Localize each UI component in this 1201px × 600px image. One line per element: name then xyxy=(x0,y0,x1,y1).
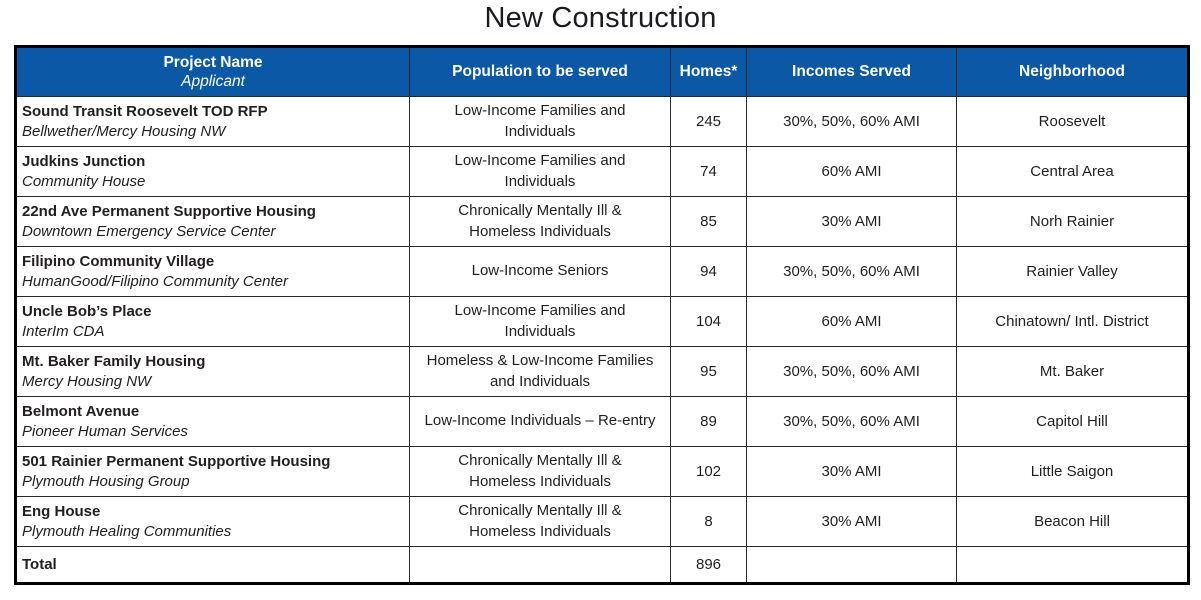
population-cell: Low-Income Families and Individuals xyxy=(409,96,671,147)
project-cell: Uncle Bob’s Place InterIm CDA xyxy=(15,296,410,347)
table-row: Judkins Junction Community House Low-Incom… xyxy=(15,146,1189,197)
project-name: Eng House xyxy=(22,503,101,520)
project-cell: Mt. Baker Family Housing Mercy Housing NW xyxy=(15,346,410,397)
population-cell: Low-Income Seniors xyxy=(409,246,671,297)
incomes-cell: 60% AMI xyxy=(746,146,957,197)
incomes-cell: 30%, 50%, 60% AMI xyxy=(746,96,957,147)
new-construction-table: Project Name Applicant Population to be … xyxy=(14,45,1190,585)
project-cell: Sound Transit Roosevelt TOD RFP Bellwethe… xyxy=(15,96,410,147)
neighborhood-cell: Mt. Baker xyxy=(956,346,1189,397)
table-body: Sound Transit Roosevelt TOD RFP Bellwethe… xyxy=(15,96,1189,547)
project-name: Judkins Junction xyxy=(22,153,146,170)
header-applicant-label: Applicant xyxy=(181,72,245,90)
project-name: Belmont Avenue xyxy=(22,403,140,420)
applicant-name: Community House xyxy=(22,172,146,190)
homes-cell: 102 xyxy=(670,446,747,497)
project-name: Filipino Community Village xyxy=(22,253,215,270)
applicant-name: Plymouth Housing Group xyxy=(22,472,190,490)
table-row: Eng House Plymouth Healing Communities Chr… xyxy=(15,496,1189,547)
population-cell: Homeless & Low-Income Families and Indiv… xyxy=(409,346,671,397)
population-cell: Low-Income Families and Individuals xyxy=(409,296,671,347)
homes-cell: 95 xyxy=(670,346,747,397)
applicant-name: Plymouth Healing Communities xyxy=(22,522,232,540)
homes-cell: 94 xyxy=(670,246,747,297)
total-incomes-cell xyxy=(746,546,957,584)
header-incomes: Incomes Served xyxy=(746,46,957,97)
neighborhood-cell: Rainier Valley xyxy=(956,246,1189,297)
neighborhood-cell: Roosevelt xyxy=(956,96,1189,147)
table-row: Mt. Baker Family Housing Mercy Housing NW… xyxy=(15,346,1189,397)
table-row: Filipino Community Village HumanGood/Fili… xyxy=(15,246,1189,297)
homes-cell: 245 xyxy=(670,96,747,147)
header-homes: Homes* xyxy=(670,46,747,97)
homes-cell: 89 xyxy=(670,396,747,447)
project-cell: Judkins Junction Community House xyxy=(15,146,410,197)
population-cell: Low-Income Individuals – Re-entry xyxy=(409,396,671,447)
project-name: Uncle Bob’s Place xyxy=(22,303,152,320)
table-row: Sound Transit Roosevelt TOD RFP Bellwethe… xyxy=(15,96,1189,147)
population-cell: Low-Income Families and Individuals xyxy=(409,146,671,197)
total-row: Total 896 xyxy=(15,546,1189,584)
page-title: New Construction xyxy=(484,2,717,34)
table-row: 22nd Ave Permanent Supportive Housing Dow… xyxy=(15,196,1189,247)
project-cell: Eng House Plymouth Healing Communities xyxy=(15,496,410,547)
incomes-cell: 30%, 50%, 60% AMI xyxy=(746,246,957,297)
applicant-name: InterIm CDA xyxy=(22,322,105,340)
population-cell: Chronically Mentally Ill & Homeless Indi… xyxy=(409,196,671,247)
project-cell: 22nd Ave Permanent Supportive Housing Dow… xyxy=(15,196,410,247)
neighborhood-cell: Central Area xyxy=(956,146,1189,197)
project-cell: Filipino Community Village HumanGood/Fili… xyxy=(15,246,410,297)
project-name: 501 Rainier Permanent Supportive Housing xyxy=(22,453,331,470)
project-cell: Belmont Avenue Pioneer Human Services xyxy=(15,396,410,447)
project-name: Mt. Baker Family Housing xyxy=(22,353,206,370)
neighborhood-cell: Chinatown/ Intl. District xyxy=(956,296,1189,347)
table-row: 501 Rainier Permanent Supportive Housing… xyxy=(15,446,1189,497)
header-population: Population to be served xyxy=(409,46,671,97)
neighborhood-cell: Capitol Hill xyxy=(956,396,1189,447)
neighborhood-cell: Beacon Hill xyxy=(956,496,1189,547)
neighborhood-cell: Little Saigon xyxy=(956,446,1189,497)
incomes-cell: 60% AMI xyxy=(746,296,957,347)
table-row: Uncle Bob’s Place InterIm CDA Low-Income F… xyxy=(15,296,1189,347)
header-project-label: Project Name xyxy=(163,53,263,71)
project-name: Sound Transit Roosevelt TOD RFP xyxy=(22,103,268,120)
applicant-name: Downtown Emergency Service Center xyxy=(22,222,276,240)
incomes-cell: 30% AMI xyxy=(746,496,957,547)
homes-cell: 74 xyxy=(670,146,747,197)
header-neighborhood: Neighborhood xyxy=(956,46,1189,97)
applicant-name: Mercy Housing NW xyxy=(22,372,152,390)
total-label: Total xyxy=(15,546,410,584)
applicant-name: Bellwether/Mercy Housing NW xyxy=(22,122,226,140)
homes-cell: 8 xyxy=(670,496,747,547)
project-name: 22nd Ave Permanent Supportive Housing xyxy=(22,203,316,220)
applicant-name: HumanGood/Filipino Community Center xyxy=(22,272,288,290)
incomes-cell: 30%, 50%, 60% AMI xyxy=(746,346,957,397)
total-population-cell xyxy=(409,546,671,584)
incomes-cell: 30%, 50%, 60% AMI xyxy=(746,396,957,447)
population-cell: Chronically Mentally Ill & Homeless Indi… xyxy=(409,446,671,497)
population-cell: Chronically Mentally Ill & Homeless Indi… xyxy=(409,496,671,547)
header-project: Project Name Applicant xyxy=(15,46,410,97)
project-cell: 501 Rainier Permanent Supportive Housing… xyxy=(15,446,410,497)
homes-cell: 85 xyxy=(670,196,747,247)
header-row: Project Name Applicant Population to be … xyxy=(15,46,1189,97)
table-row: Belmont Avenue Pioneer Human Services Low-… xyxy=(15,396,1189,447)
incomes-cell: 30% AMI xyxy=(746,446,957,497)
incomes-cell: 30% AMI xyxy=(746,196,957,247)
applicant-name: Pioneer Human Services xyxy=(22,422,188,440)
homes-cell: 104 xyxy=(670,296,747,347)
neighborhood-cell: Norh Rainier xyxy=(956,196,1189,247)
total-neighborhood-cell xyxy=(956,546,1189,584)
total-homes-value: 896 xyxy=(670,546,747,584)
